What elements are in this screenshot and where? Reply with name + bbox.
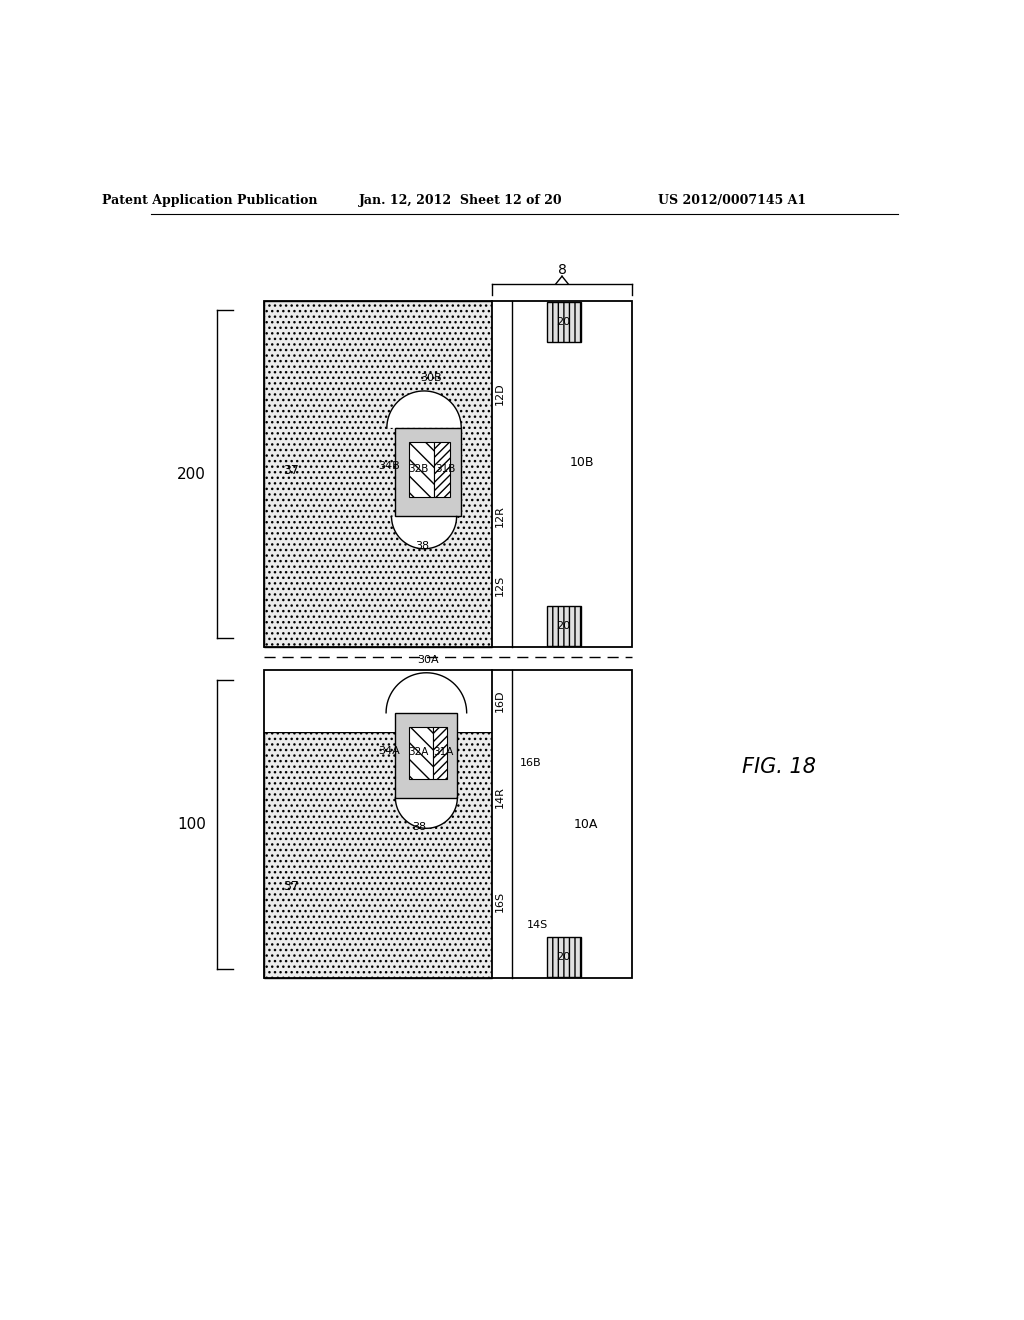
Text: 16B: 16B xyxy=(519,758,541,768)
Bar xyxy=(434,442,450,498)
Text: 37: 37 xyxy=(283,879,299,892)
Bar xyxy=(493,671,632,978)
Text: 34B: 34B xyxy=(378,462,400,471)
Text: 14S: 14S xyxy=(527,920,549,929)
Text: 20: 20 xyxy=(556,952,570,962)
Bar xyxy=(263,671,493,733)
Text: 10A: 10A xyxy=(573,818,598,832)
Bar xyxy=(432,726,446,779)
Text: 200: 200 xyxy=(177,466,206,482)
Polygon shape xyxy=(395,797,458,828)
Text: 20: 20 xyxy=(556,317,570,327)
Bar xyxy=(395,428,461,516)
Text: 34A: 34A xyxy=(378,746,400,756)
Bar xyxy=(263,671,632,978)
Text: 38: 38 xyxy=(415,541,429,550)
Bar xyxy=(547,606,582,645)
Text: 38: 38 xyxy=(413,822,427,832)
Text: 16S: 16S xyxy=(495,891,505,912)
Bar xyxy=(263,733,493,978)
Text: Jan. 12, 2012  Sheet 12 of 20: Jan. 12, 2012 Sheet 12 of 20 xyxy=(359,194,563,207)
Text: 32A: 32A xyxy=(408,747,428,758)
Bar xyxy=(395,713,458,797)
Text: US 2012/0007145 A1: US 2012/0007145 A1 xyxy=(658,194,807,207)
Polygon shape xyxy=(386,673,467,713)
Text: 12S: 12S xyxy=(495,576,505,597)
Text: 100: 100 xyxy=(177,817,206,832)
Bar xyxy=(263,301,493,647)
Text: 32B: 32B xyxy=(408,463,428,474)
Bar xyxy=(263,301,632,647)
Text: 37: 37 xyxy=(283,463,299,477)
Text: 31A: 31A xyxy=(433,747,454,758)
Text: 14R: 14R xyxy=(495,787,505,808)
Bar xyxy=(410,442,434,498)
Text: 8: 8 xyxy=(557,263,566,277)
Polygon shape xyxy=(387,391,461,428)
Text: 12D: 12D xyxy=(495,381,505,404)
Text: 31B: 31B xyxy=(435,463,456,474)
Text: 30A: 30A xyxy=(417,656,438,665)
Text: Patent Application Publication: Patent Application Publication xyxy=(101,194,317,207)
Text: 20: 20 xyxy=(556,620,570,631)
Text: 12R: 12R xyxy=(495,506,505,528)
Text: FIG. 18: FIG. 18 xyxy=(742,756,816,776)
Text: 16D: 16D xyxy=(495,690,505,713)
Bar xyxy=(547,302,582,342)
Text: 10B: 10B xyxy=(569,455,594,469)
Bar xyxy=(493,301,632,647)
Bar xyxy=(410,726,432,779)
Polygon shape xyxy=(391,516,457,549)
Bar xyxy=(547,937,582,977)
Text: 30B: 30B xyxy=(420,372,441,383)
